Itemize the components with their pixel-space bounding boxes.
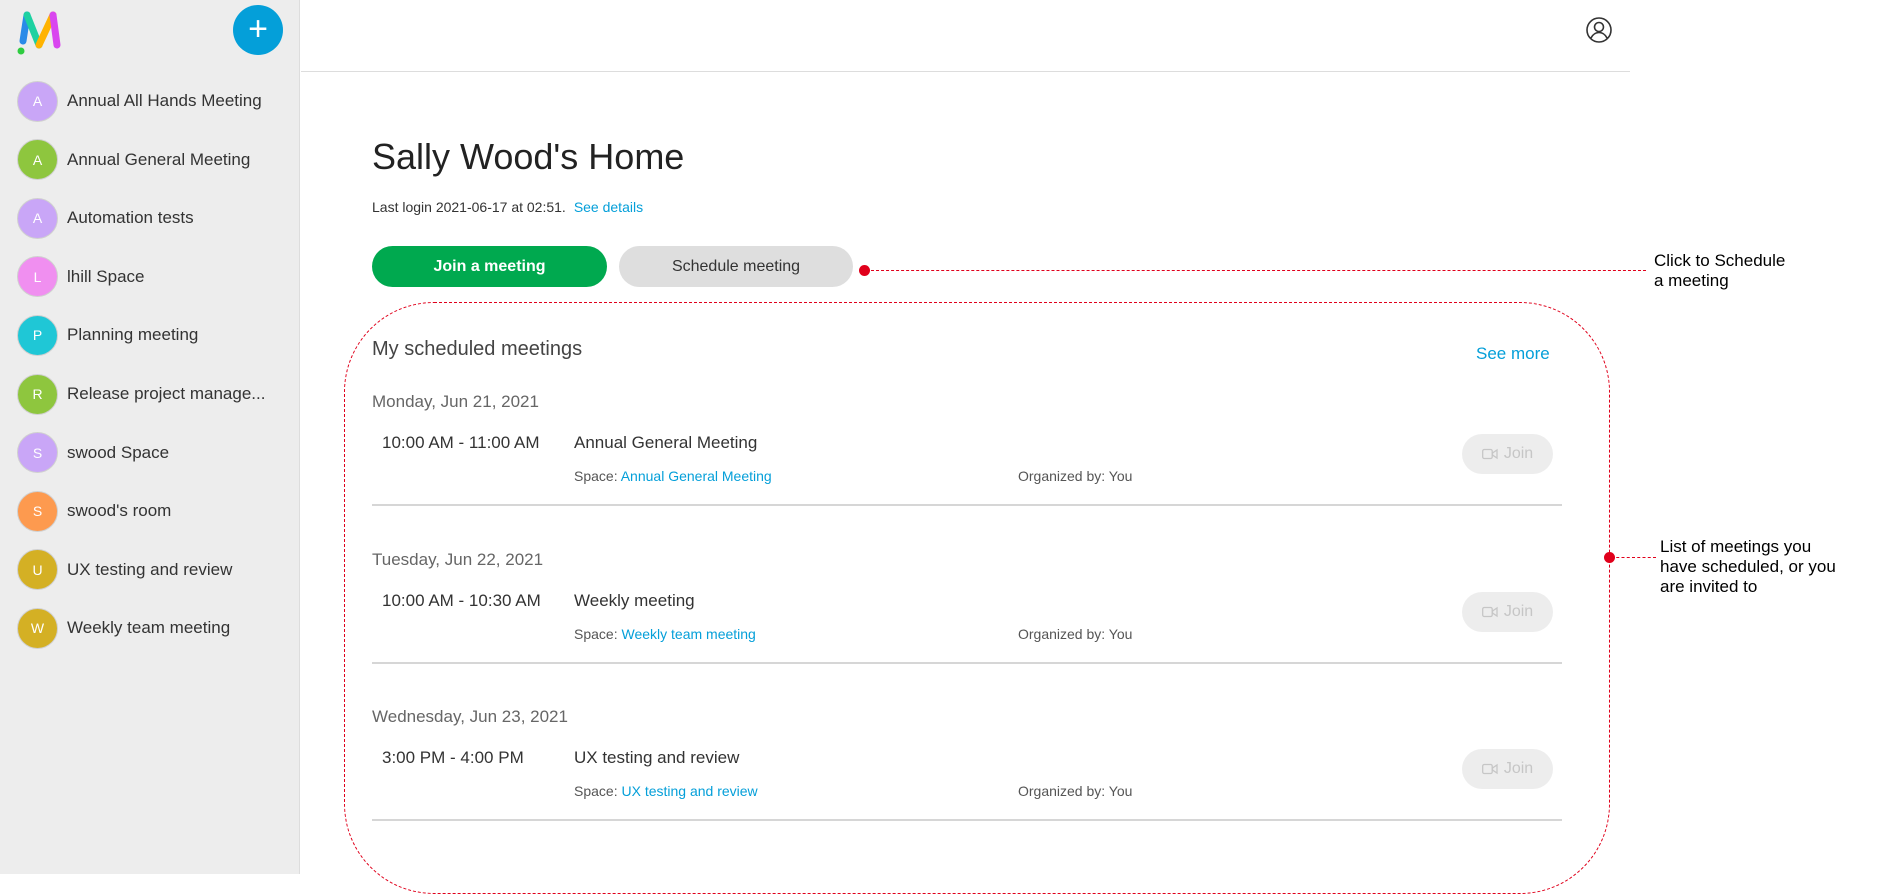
- sidebar-item-label: Release project manage...: [67, 384, 266, 403]
- avatar: A: [17, 197, 58, 239]
- video-camera-icon: [1481, 763, 1498, 775]
- space-label: Space:: [574, 468, 618, 484]
- new-space-button[interactable]: +: [233, 5, 283, 55]
- sidebar-item-label: Automation tests: [67, 208, 194, 228]
- sidebar-item[interactable]: U UX testing and review: [17, 549, 287, 591]
- join-label: Join: [1503, 445, 1534, 462]
- app-logo: [17, 11, 61, 55]
- sidebar-item[interactable]: P Planning meeting: [17, 314, 287, 356]
- meeting-time: 10:00 AM - 10:30 AM: [382, 590, 541, 610]
- annotation-line: [866, 270, 1646, 271]
- see-details-link[interactable]: See details: [573, 199, 644, 215]
- join-button[interactable]: Join: [1462, 749, 1553, 789]
- sidebar-item-label: swood's room: [67, 501, 172, 521]
- meeting-title: UX testing and review: [574, 748, 740, 767]
- meeting-organizer: Organized by: You: [1018, 783, 1133, 799]
- annotation-line-text: Click to Schedule: [1654, 251, 1786, 270]
- meeting-date: Wednesday, Jun 23, 2021: [372, 707, 568, 726]
- meeting-organizer: Organized by: You: [1018, 625, 1133, 642]
- sidebar-item-label: UX testing and review: [67, 559, 233, 579]
- sidebar: + A Annual All Hands Meeting A Annual Gener…: [0, 0, 300, 874]
- avatar: L: [17, 256, 58, 298]
- meeting-day: Wednesday, Jun 23, 2021 3:00 PM - 4:00 P…: [372, 707, 1562, 864]
- meeting-date: Tuesday, Jun 22, 2021: [372, 549, 544, 569]
- join-label: Join: [1503, 760, 1534, 777]
- meeting-title: Weekly meeting: [574, 590, 695, 610]
- meeting-time: 10:00 AM - 11:00 AM: [382, 433, 540, 452]
- join-button[interactable]: Join: [1462, 434, 1553, 474]
- video-camera-icon: [1481, 606, 1498, 617]
- sidebar-item-label: Annual General Meeting: [67, 149, 251, 169]
- video-camera-icon: [1481, 448, 1498, 460]
- avatar: W: [17, 607, 58, 649]
- annotation-outline: [344, 302, 1610, 894]
- meeting-title: Annual General Meeting: [574, 433, 758, 452]
- sidebar-item[interactable]: A Annual General Meeting: [17, 139, 287, 181]
- sidebar-item-label: Planning meeting: [67, 325, 199, 345]
- sidebar-item-label: swood Space: [67, 442, 170, 462]
- sidebar-item-label: Annual All Hands Meeting: [67, 91, 262, 110]
- last-login: Last login 2021-06-17 at 02:51. See detai…: [372, 199, 643, 215]
- avatar: R: [17, 373, 58, 415]
- meeting-time: 3:00 PM - 4:00 PM: [382, 748, 524, 767]
- meeting-space: Space: Weekly team meeting: [574, 626, 756, 642]
- page-title: Sally Wood's Home: [372, 136, 685, 177]
- space-link[interactable]: Weekly team meeting: [621, 625, 756, 642]
- join-label: Join: [1503, 602, 1534, 620]
- annotation-line-text: List of meetings you: [1660, 537, 1812, 556]
- divider: [372, 504, 1562, 506]
- space-label: Space:: [574, 783, 618, 799]
- sidebar-item-label: Weekly team meeting: [67, 618, 231, 638]
- annotation-dot: [1604, 552, 1615, 563]
- meeting-date: Monday, Jun 21, 2021: [372, 392, 539, 411]
- divider: [372, 819, 1562, 821]
- avatar: S: [17, 432, 58, 474]
- avatar: A: [17, 80, 58, 122]
- space-link[interactable]: UX testing and review: [621, 783, 758, 799]
- last-login-text: Last login 2021-06-17 at 02:51.: [372, 199, 566, 215]
- schedule-meeting-button[interactable]: Schedule meeting: [619, 246, 853, 287]
- meeting-day: Monday, Jun 21, 2021 10:00 AM - 11:00 AM…: [372, 392, 1562, 549]
- join-meeting-button[interactable]: Join a meeting: [372, 246, 607, 287]
- space-label: Space:: [574, 625, 618, 642]
- meeting-organizer: Organized by: You: [1018, 468, 1133, 484]
- annotation-line-text: a meeting: [1654, 271, 1729, 290]
- space-link[interactable]: Annual General Meeting: [620, 468, 772, 484]
- meeting-space: Space: UX testing and review: [574, 783, 758, 799]
- sidebar-item[interactable]: A Automation tests: [17, 197, 287, 239]
- annotation-dot: [859, 265, 870, 276]
- meeting-space: Space: Annual General Meeting: [574, 468, 772, 484]
- sidebar-item[interactable]: R Release project manage...: [17, 373, 287, 415]
- annotation-line: [1611, 557, 1656, 558]
- schedule-annotation: Click to Schedule a meeting: [1654, 251, 1785, 291]
- avatar: S: [17, 490, 58, 532]
- sidebar-item[interactable]: A Annual All Hands Meeting: [17, 80, 287, 122]
- sidebar-item-label: lhill Space: [67, 266, 145, 286]
- join-button[interactable]: Join: [1462, 591, 1553, 632]
- list-annotation: List of meetings you have scheduled, or y…: [1660, 537, 1836, 597]
- header: [301, 0, 1630, 72]
- divider: [372, 661, 1562, 664]
- annotation-line-text: have scheduled, or you: [1660, 557, 1836, 576]
- sidebar-item[interactable]: W Weekly team meeting: [17, 607, 287, 649]
- avatar: P: [17, 314, 58, 356]
- meeting-day: Tuesday, Jun 22, 2021 10:00 AM - 10:30 A…: [372, 550, 1562, 707]
- avatar: A: [17, 139, 58, 181]
- avatar: U: [17, 549, 58, 591]
- profile-icon[interactable]: [1586, 17, 1612, 43]
- annotation-line-text: are invited to: [1660, 577, 1758, 596]
